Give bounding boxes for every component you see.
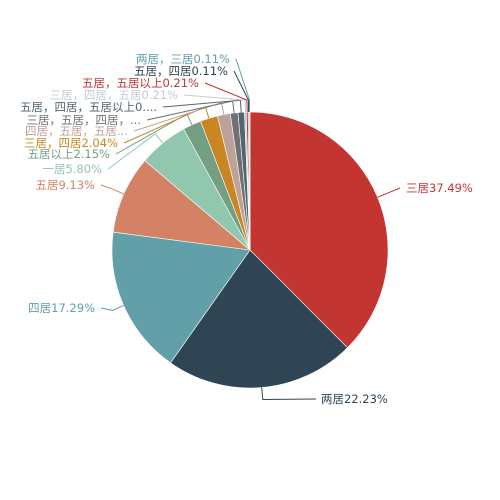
- slice-label: 五居以上2.15%: [27, 147, 110, 161]
- label-leader-line: [261, 387, 317, 401]
- slice-label: 四居，五居，五居...: [25, 124, 128, 138]
- label-leader-line: [100, 304, 124, 311]
- label-leader-line: [183, 94, 246, 113]
- pie-slices: [111, 111, 389, 389]
- label-leader-line: [100, 184, 125, 195]
- label-leader-line: [204, 82, 248, 113]
- slice-label: 一居5.80%: [42, 162, 102, 176]
- slice-label: 三居37.49%: [406, 181, 473, 195]
- label-leader-line: [133, 102, 225, 132]
- slice-label: 两居22.23%: [321, 392, 388, 406]
- slice-label: 五居，四居，五居以上0....: [20, 100, 157, 114]
- pie-slice[interactable]: [111, 231, 251, 364]
- label-leader-line: [235, 58, 250, 112]
- pie-slice[interactable]: [112, 160, 251, 251]
- label-leader-line: [377, 187, 401, 198]
- slice-label: 三居，五居，四居，...: [27, 113, 141, 127]
- label-leader-line: [233, 70, 250, 113]
- slice-label: 五居9.13%: [35, 178, 95, 192]
- slice-label: 三居，四居2.04%: [24, 136, 118, 150]
- slice-label: 三居，四居，五居0.21%: [49, 88, 178, 102]
- slice-label: 五居，五居以上0.21%: [82, 76, 199, 90]
- slice-labels: 三居37.49%两居22.23%四居17.29%五居9.13%一居5.80%五居…: [20, 52, 473, 406]
- slice-label: 两居，三居0.11%: [136, 52, 230, 66]
- label-leader-line: [107, 133, 164, 170]
- label-leader-lines: [100, 58, 401, 401]
- label-leader-line: [162, 99, 242, 113]
- slice-label: 五居，四居0.11%: [134, 64, 228, 78]
- slice-label: 四居17.29%: [28, 301, 95, 315]
